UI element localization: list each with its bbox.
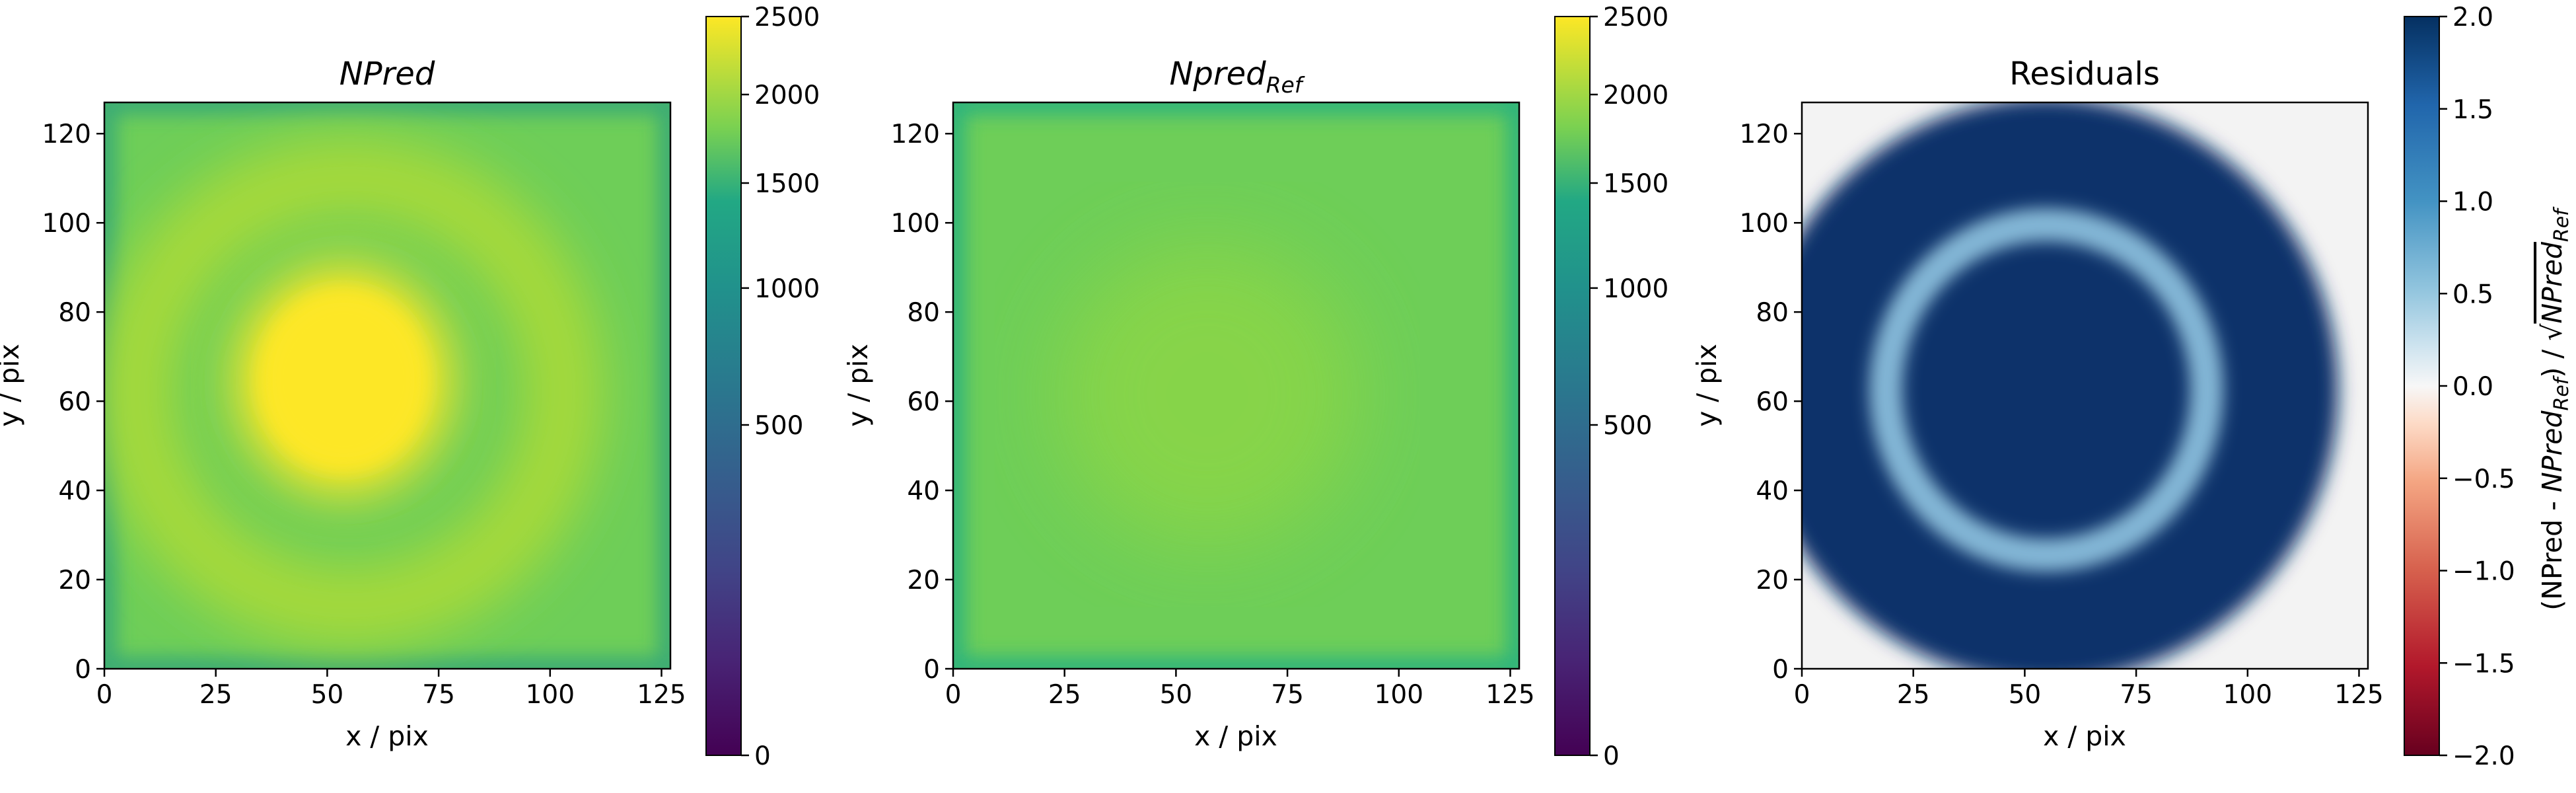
y-tick-label: 20 — [907, 566, 940, 595]
y-tick-label: 20 — [1756, 566, 1789, 595]
axes-npred-ref: 0 25 50 75 100 125 0 20 40 60 80 100 120 — [891, 120, 1535, 710]
xlabel-npred: x / pix — [345, 720, 429, 752]
x-tick-label: 125 — [637, 680, 686, 710]
x-tick-label: 25 — [1048, 680, 1081, 710]
x-tick-label: 50 — [2009, 680, 2042, 710]
ylabel-npred-ref: y / pix — [842, 344, 874, 427]
y-tick-label: 100 — [1740, 209, 1789, 239]
y-tick-label: 40 — [1756, 476, 1789, 506]
colorbar-tick-label: 1.5 — [2452, 95, 2493, 125]
heatmap-npred-ref — [953, 102, 1519, 669]
title-npred-ref: NpredRef — [1170, 56, 1305, 98]
plot-frame-residuals — [1801, 101, 2369, 670]
xlabel-npred-ref: x / pix — [1194, 720, 1277, 752]
colorbar-tick-label: −1.0 — [2452, 557, 2515, 587]
y-tick-label: 120 — [42, 120, 91, 149]
y-tick-label: 120 — [891, 120, 940, 149]
colorbar-npred-ref: 0 500 1000 1500 2000 2500 — [1554, 3, 1668, 771]
colorbar-tick-label: 0 — [1603, 741, 1620, 771]
axes-npred: 0 25 50 75 100 125 0 20 40 60 80 100 120 — [42, 120, 686, 710]
y-tick-label: 0 — [75, 655, 91, 685]
colorbar-tick-label: 2500 — [754, 3, 820, 32]
panel-npred-ref: 0 25 50 75 100 125 0 20 40 60 80 100 120 NpredRef x … — [842, 3, 1668, 771]
x-tick-label: 0 — [1794, 680, 1810, 710]
colorbar-npred-ref-gradient — [1554, 16, 1591, 756]
y-tick-label: 60 — [58, 387, 91, 417]
x-tick-label: 50 — [311, 680, 344, 710]
y-tick-label: 60 — [907, 387, 940, 417]
x-tick-label: 125 — [2334, 680, 2383, 710]
colorbar-tick-label: 1000 — [754, 274, 820, 304]
y-tick-label: 100 — [42, 209, 91, 239]
x-tick-label: 75 — [1271, 680, 1304, 710]
y-tick-label: 80 — [58, 298, 91, 328]
y-tick-label: 0 — [1772, 655, 1789, 685]
y-tick-label: 80 — [1756, 298, 1789, 328]
y-tick-label: 40 — [907, 476, 940, 506]
x-tick-label: 75 — [422, 680, 455, 710]
x-tick-label: 25 — [1897, 680, 1930, 710]
title-npred: NPred — [340, 56, 435, 93]
colorbar-tick-label: 0 — [754, 741, 771, 771]
ylabel-residuals: y / pix — [1691, 344, 1723, 427]
colorbar-tick-label: 2.0 — [2452, 3, 2493, 32]
plot-frame-npred — [103, 101, 672, 670]
colorbar-tick-label: 2000 — [1603, 81, 1668, 110]
heatmap-residuals — [1802, 102, 2368, 669]
panel-residuals: 0 25 50 75 100 125 0 20 40 60 80 100 120 Residuals x… — [1691, 3, 2573, 771]
colorbar-tick-label: −2.0 — [2452, 741, 2515, 771]
x-tick-label: 0 — [945, 680, 962, 710]
colorbar-tick-label: −0.5 — [2452, 465, 2515, 494]
colorbar-tick-label: 1500 — [1603, 169, 1668, 199]
y-tick-label: 80 — [907, 298, 940, 328]
y-tick-label: 20 — [58, 566, 91, 595]
colorbar-tick-label: 0.0 — [2452, 372, 2493, 402]
colorbar-tick-label: 1.0 — [2452, 188, 2493, 217]
axes-residuals: 0 25 50 75 100 125 0 20 40 60 80 100 120 — [1740, 120, 2384, 710]
colorbar-residuals-label: (NPred - NPredRef) / √NPredRef — [2536, 206, 2573, 611]
title-residuals: Residuals — [2009, 56, 2160, 93]
colorbar-tick-label: 1000 — [1603, 274, 1668, 304]
x-tick-label: 50 — [1160, 680, 1193, 710]
y-tick-label: 40 — [58, 476, 91, 506]
x-tick-label: 100 — [526, 680, 575, 710]
x-tick-label: 75 — [2120, 680, 2153, 710]
x-tick-label: 0 — [96, 680, 113, 710]
colorbar-tick-label: 2000 — [754, 81, 820, 110]
plot-frame-npred-ref — [952, 101, 1521, 670]
heatmap-npred — [104, 102, 670, 669]
xlabel-residuals: x / pix — [2043, 720, 2126, 752]
colorbar-residuals-gradient — [2404, 16, 2440, 756]
colorbar-residuals: −2.0 −1.5 −1.0 −0.5 0.0 0.5 1.0 1.5 2.0 (NPred -… — [2404, 3, 2573, 771]
colorbar-tick-label: 1500 — [754, 169, 820, 199]
x-tick-label: 125 — [1485, 680, 1534, 710]
colorbar-tick-label: 500 — [754, 411, 803, 441]
panel-npred: 0 25 50 75 100 125 0 20 40 60 80 100 120 NPred x / p… — [0, 3, 820, 771]
y-tick-label: 100 — [891, 209, 940, 239]
x-tick-label: 25 — [199, 680, 233, 710]
colorbar-npred: 0 500 1000 1500 2000 2500 — [705, 3, 820, 771]
y-tick-label: 60 — [1756, 387, 1789, 417]
colorbar-tick-label: 500 — [1603, 411, 1652, 441]
y-tick-label: 120 — [1740, 120, 1789, 149]
ylabel-npred: y / pix — [0, 344, 25, 427]
colorbar-tick-label: 2500 — [1603, 3, 1668, 32]
x-tick-label: 100 — [2223, 680, 2272, 710]
x-tick-label: 100 — [1375, 680, 1423, 710]
colorbar-npred-gradient — [705, 16, 742, 756]
y-tick-label: 0 — [923, 655, 940, 685]
colorbar-tick-label: −1.5 — [2452, 649, 2515, 679]
colorbar-tick-label: 0.5 — [2452, 280, 2493, 309]
